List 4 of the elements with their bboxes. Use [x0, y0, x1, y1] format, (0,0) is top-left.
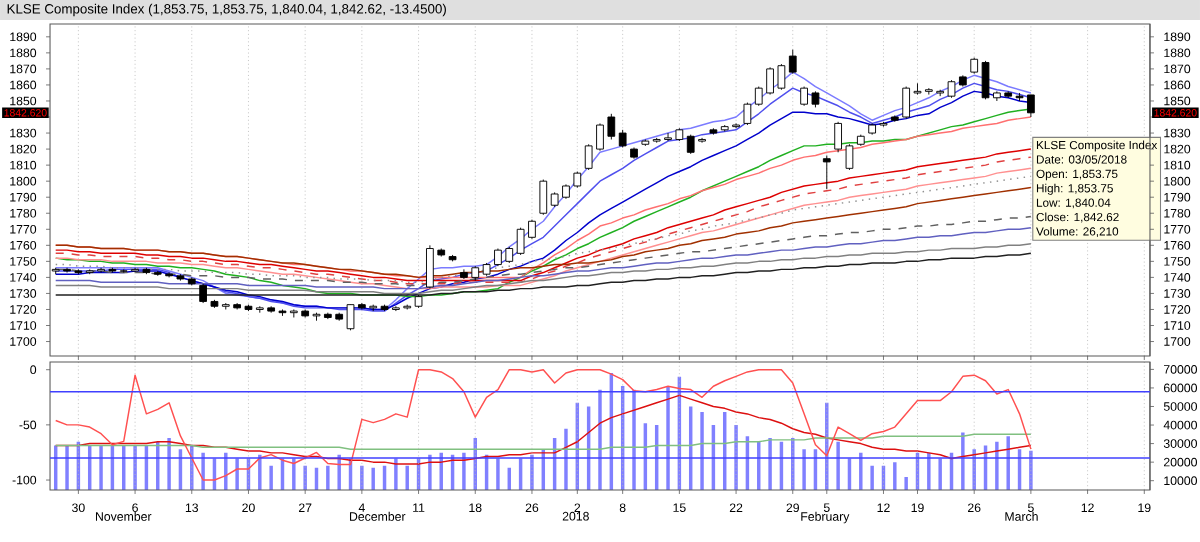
- candlestick: [743, 102, 752, 126]
- candlestick: [539, 179, 548, 216]
- candlestick: [788, 49, 797, 75]
- candlestick: [822, 155, 831, 190]
